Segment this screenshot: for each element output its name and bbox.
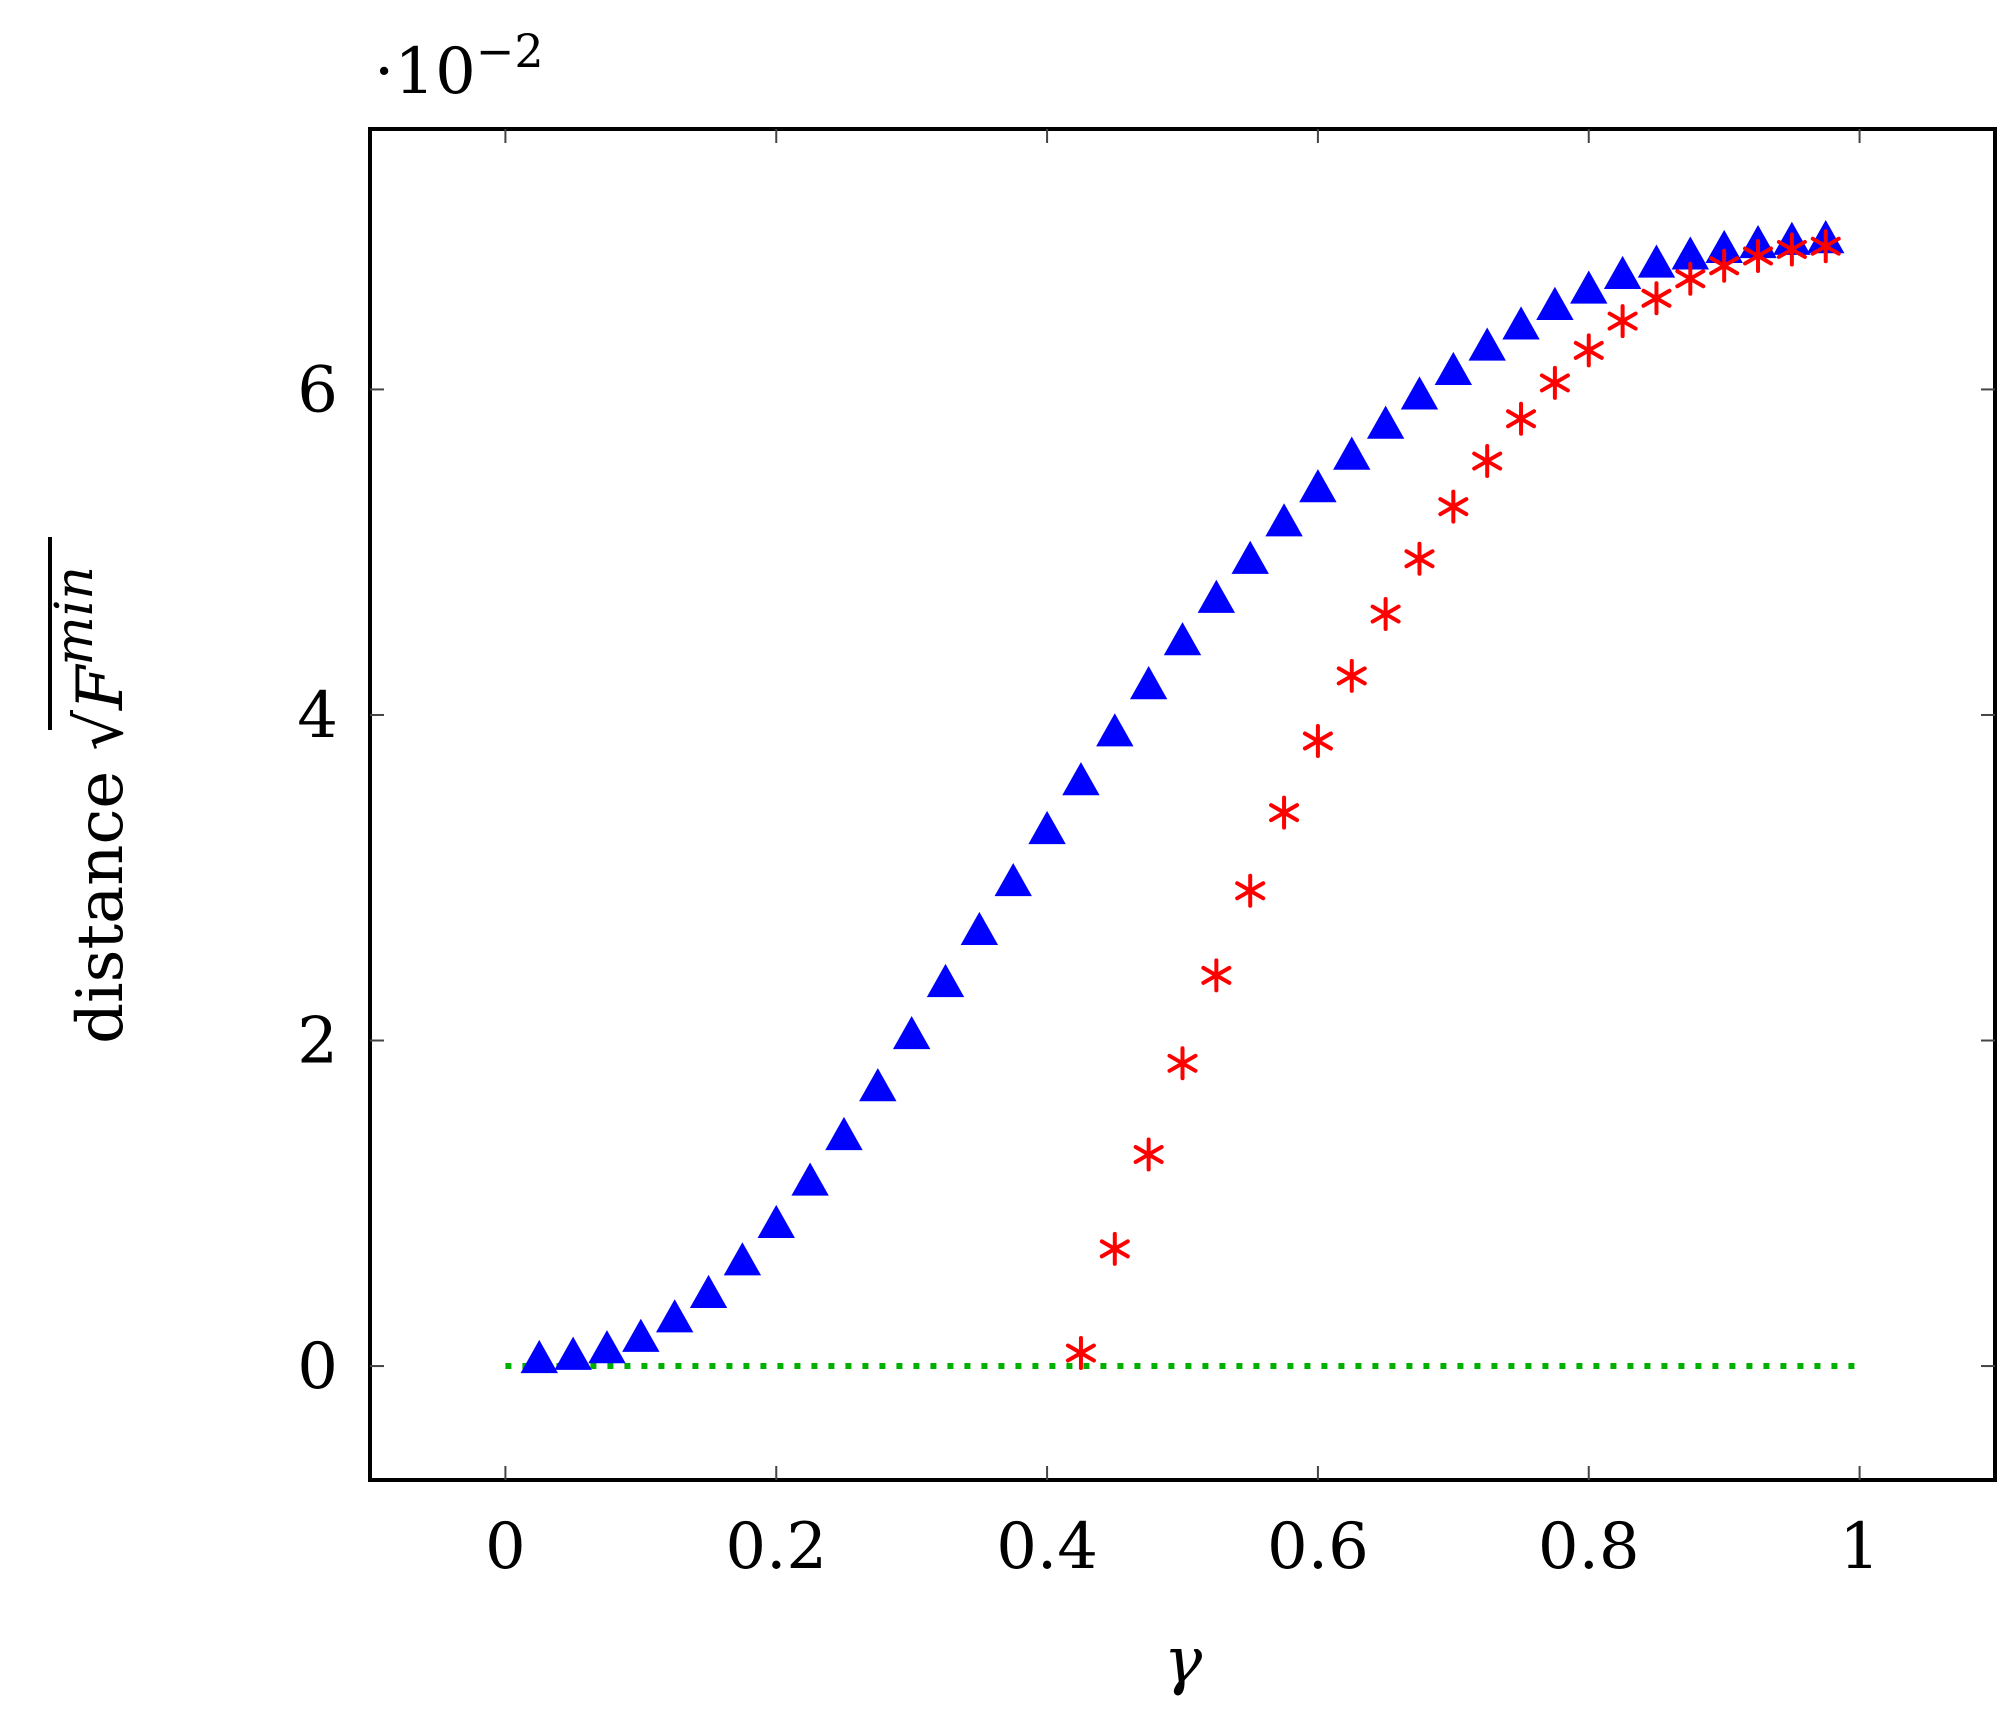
- y-axis-label-text: distance: [64, 771, 138, 1044]
- x-tick-label: 0.6: [1267, 1510, 1369, 1584]
- triangle-point: [1468, 327, 1506, 361]
- series-triangle: [520, 220, 1845, 1374]
- triangle-point: [994, 863, 1032, 897]
- asterisk-point: [1167, 1046, 1198, 1081]
- x-tick-label: 0.2: [725, 1510, 827, 1584]
- tick-marks: [370, 129, 1995, 1480]
- triangle-point: [1197, 579, 1236, 613]
- triangle-point: [723, 1242, 762, 1276]
- triangle-point: [1231, 540, 1269, 574]
- asterisk-point: [1370, 597, 1401, 632]
- triangle-point: [1062, 762, 1100, 796]
- triangle-point: [1671, 236, 1710, 270]
- triangle-point: [1366, 405, 1405, 439]
- svg-text:distance√Fmin: distance√Fmin: [45, 566, 138, 1044]
- y-tick-labels: 0 2 4 6: [297, 353, 338, 1404]
- asterisk-point: [1539, 365, 1570, 400]
- y-scale-note-base: ·10: [374, 35, 476, 109]
- triangle-point: [1163, 622, 1202, 656]
- triangle-point: [1129, 666, 1168, 700]
- plot-area-frame: [368, 127, 1997, 1482]
- y-scale-note: ·10−2: [374, 24, 544, 109]
- triangle-point: [689, 1274, 728, 1308]
- triangle-point: [655, 1299, 694, 1333]
- asterisk-point: [1336, 658, 1367, 693]
- asterisk-point: [1709, 248, 1740, 283]
- triangle-point: [622, 1318, 660, 1352]
- y-scale-note-exponent: −2: [476, 24, 544, 78]
- y-axis-label-math: F: [64, 663, 138, 711]
- y-tick-label: 2: [297, 1005, 338, 1079]
- triangle-point: [791, 1162, 829, 1196]
- asterisk-point: [1776, 232, 1807, 267]
- asterisk-point: [1099, 1231, 1130, 1266]
- y-tick-label: 6: [297, 353, 338, 427]
- y-axis-label: distance√Fmin: [45, 537, 138, 1044]
- triangle-point: [1028, 810, 1066, 845]
- asterisk-point: [1133, 1137, 1164, 1172]
- triangle-point: [1333, 436, 1371, 470]
- triangle-point: [520, 1339, 558, 1374]
- asterisk-point: [1743, 238, 1774, 273]
- asterisk-point: [1404, 541, 1435, 576]
- triangle-point: [757, 1204, 795, 1238]
- triangle-point: [1400, 376, 1439, 410]
- asterisk-point: [1201, 958, 1232, 993]
- triangle-point: [588, 1330, 626, 1364]
- triangle-point: [1096, 713, 1134, 747]
- asterisk-point: [1506, 401, 1537, 436]
- asterisk-point: [1235, 873, 1266, 908]
- triangle-point: [1536, 286, 1574, 320]
- asterisk-point: [1472, 444, 1503, 479]
- asterisk-point: [1573, 333, 1604, 368]
- triangle-point: [1265, 503, 1303, 537]
- triangle-point: [1502, 306, 1540, 340]
- x-tick-label: 0.8: [1538, 1510, 1640, 1584]
- x-tick-label: 0: [485, 1510, 526, 1584]
- x-axis-label: γ: [1164, 1624, 1203, 1698]
- asterisk-point: [1302, 724, 1333, 759]
- asterisk-point: [1641, 281, 1672, 316]
- x-tick-label: 0.4: [996, 1510, 1098, 1584]
- triangle-point: [926, 963, 965, 998]
- triangle-point: [1570, 270, 1608, 304]
- triangle-point: [1434, 351, 1473, 386]
- x-tick-label: 1: [1839, 1510, 1880, 1584]
- asterisk-point: [1438, 489, 1469, 524]
- triangle-point: [1705, 229, 1743, 263]
- triangle-point: [892, 1016, 931, 1050]
- x-tick-labels: 0 0.2 0.4 0.6 0.8 1: [485, 1510, 1880, 1584]
- asterisk-point: [1065, 1336, 1096, 1371]
- triangle-point: [960, 911, 999, 945]
- triangle-point: [859, 1068, 897, 1102]
- triangle-point: [1603, 255, 1642, 290]
- y-tick-label: 0: [297, 1330, 338, 1404]
- y-tick-label: 4: [297, 679, 338, 753]
- asterisk-point: [1675, 261, 1706, 296]
- series-asterisk: [1065, 229, 1841, 1371]
- y-axis-label-superscript: min: [45, 566, 105, 665]
- triangle-point: [1299, 469, 1337, 503]
- triangle-point: [1637, 244, 1676, 278]
- triangle-point: [825, 1116, 863, 1151]
- asterisk-point: [1607, 304, 1638, 339]
- asterisk-point: [1810, 229, 1841, 264]
- triangle-point: [554, 1336, 592, 1370]
- asterisk-point: [1269, 795, 1300, 830]
